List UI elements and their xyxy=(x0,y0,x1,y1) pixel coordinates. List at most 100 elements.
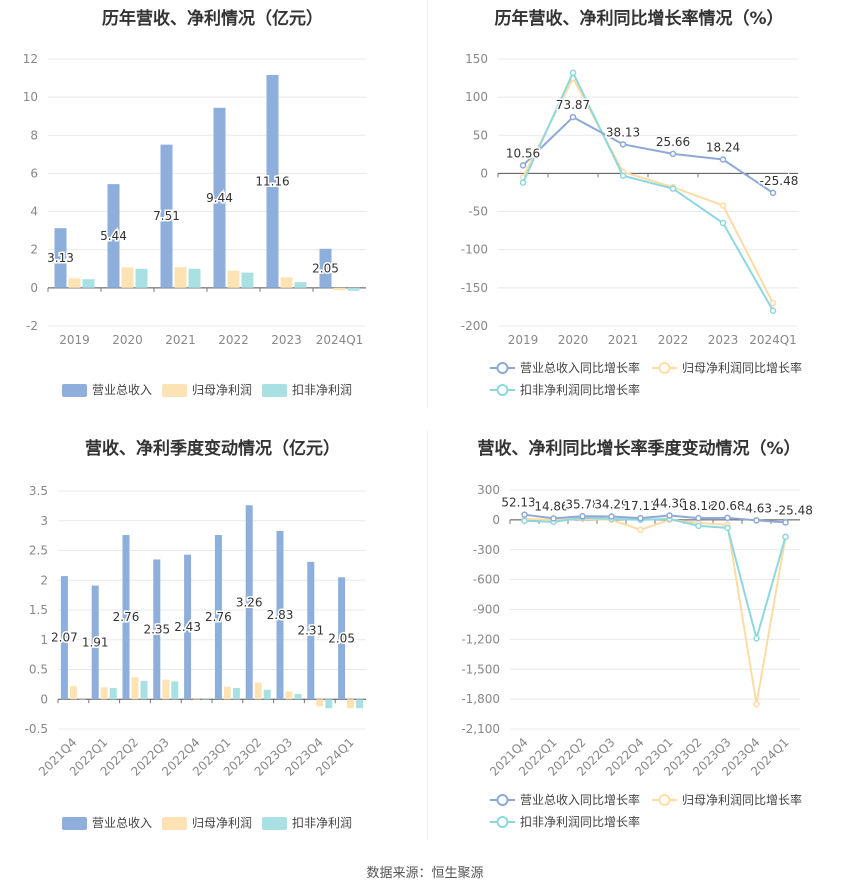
legend-swatch xyxy=(162,817,187,830)
data-point xyxy=(519,162,527,169)
legend-swatch xyxy=(162,384,187,397)
bar xyxy=(294,282,307,288)
legend-label: 归母净利润同比增长率 xyxy=(682,360,802,375)
bar xyxy=(245,505,253,700)
y-tick-label: 2 xyxy=(30,243,38,257)
y-tick-label: -1,500 xyxy=(461,662,500,676)
x-tick-label: 2022 xyxy=(658,333,689,347)
data-point xyxy=(753,635,760,642)
data-point xyxy=(719,156,727,163)
y-tick-label: 100 xyxy=(465,90,488,104)
annual-growth-chart: -200 -150 -100 -50 0 50 100 150 2019 2020 2021 2022… xyxy=(461,52,802,397)
data-point xyxy=(669,150,677,158)
y-tick-label: -300 xyxy=(473,543,500,557)
data-label: -25.48 xyxy=(760,174,799,188)
bar xyxy=(316,699,324,707)
bar xyxy=(356,699,364,709)
data-label: 2.31 xyxy=(297,624,324,638)
y-tick-label: 0 xyxy=(480,166,488,180)
chart-title: 营收、净利同比增长率季度变动情况（%） xyxy=(477,439,801,459)
bar xyxy=(131,677,139,700)
x-tick-label: 2024Q1 xyxy=(316,333,364,347)
data-label: 2.35 xyxy=(143,622,170,636)
chart-title: 营收、净利季度变动情况（亿元） xyxy=(85,439,340,459)
data-label: 2.76 xyxy=(205,610,232,624)
data-label: 35.78 xyxy=(565,497,599,511)
y-tick-label: 2.5 xyxy=(29,544,48,558)
series-line xyxy=(522,115,774,194)
x-tick-label: 2021 xyxy=(165,333,196,347)
bar xyxy=(91,585,99,700)
data-label: 52.13 xyxy=(501,496,535,510)
y-tick-label: 300 xyxy=(477,483,500,497)
y-tick-label: 4 xyxy=(30,205,38,219)
data-label: 34.29 xyxy=(594,497,628,511)
x-tick-label: 2021 xyxy=(608,333,639,347)
bar xyxy=(254,682,262,700)
annual-growth-panel: 历年营收、净利同比增长率情况（%） -200 -150 -100 -50 0 50 100 1… xyxy=(428,0,850,410)
bar xyxy=(135,268,148,288)
data-point xyxy=(637,514,644,522)
x-tick-label: 2023 xyxy=(708,333,739,347)
data-point xyxy=(695,514,702,522)
bar xyxy=(223,686,231,700)
bar xyxy=(121,267,134,288)
series-line xyxy=(524,517,787,705)
data-label: 3.13 xyxy=(47,251,74,265)
legend-label: 营业总收入 xyxy=(92,816,152,830)
x-tick-label: 2020 xyxy=(558,333,589,347)
bar xyxy=(107,184,120,288)
data-point xyxy=(669,185,677,192)
data-label: 2.76 xyxy=(113,610,140,624)
bar xyxy=(285,691,293,700)
quarterly-revenue-profit-chart: -0.500.511.522.533.52021Q42022Q12022Q220… xyxy=(25,484,366,830)
legend-label: 营业总收入同比增长率 xyxy=(520,360,640,375)
y-tick-label: -150 xyxy=(461,281,488,295)
y-tick-label: -100 xyxy=(461,243,488,257)
quarterly-revenue-profit-panel: 营收、净利季度变动情况（亿元） -0.5 0 0.5 1 1.5 2 2.5 3 3.5 2021… xyxy=(0,430,425,850)
series-line xyxy=(522,75,774,304)
data-point xyxy=(550,515,557,522)
data-point xyxy=(769,189,777,197)
legend-swatch xyxy=(62,384,87,397)
x-tick-label: 2024Q1 xyxy=(749,333,797,347)
y-tick-label: 1 xyxy=(40,633,48,647)
bar xyxy=(325,699,333,709)
bar xyxy=(347,699,355,709)
data-point xyxy=(782,519,789,526)
legend-swatch xyxy=(262,817,287,830)
legend-marker xyxy=(496,384,509,396)
data-label: 18.18 xyxy=(681,499,715,513)
legend-marker xyxy=(496,362,509,374)
x-tick-label: 2019 xyxy=(508,333,539,347)
bar xyxy=(68,278,81,288)
bar xyxy=(160,144,173,288)
data-label: 2.83 xyxy=(267,608,294,622)
bar xyxy=(214,535,222,700)
bar xyxy=(109,687,117,700)
data-point xyxy=(569,113,577,121)
data-label: 44.38 xyxy=(652,496,686,510)
series-line xyxy=(524,513,786,524)
y-tick-label: -1,200 xyxy=(461,632,500,646)
bar xyxy=(241,272,254,288)
bar xyxy=(153,559,161,700)
panel-divider-top xyxy=(427,0,428,408)
legend-label: 归母净利润 xyxy=(192,816,252,830)
bar xyxy=(294,693,302,700)
data-point xyxy=(753,700,760,708)
y-tick-label: 0 xyxy=(492,513,500,527)
data-point xyxy=(519,179,527,186)
data-label: -25.48 xyxy=(774,503,813,517)
legend-swatch xyxy=(262,384,287,397)
legend-label: 扣非净利润 xyxy=(292,383,352,397)
data-label: 18.24 xyxy=(706,141,740,155)
bar xyxy=(307,561,315,700)
panel-divider-bottom xyxy=(427,430,428,840)
y-tick-label: -1,800 xyxy=(461,692,500,706)
y-tick-label: 0 xyxy=(30,281,38,295)
data-point xyxy=(666,512,673,519)
x-tick-label: 2020 xyxy=(112,333,143,347)
series-line xyxy=(522,70,774,312)
data-label: 2.05 xyxy=(328,631,355,645)
